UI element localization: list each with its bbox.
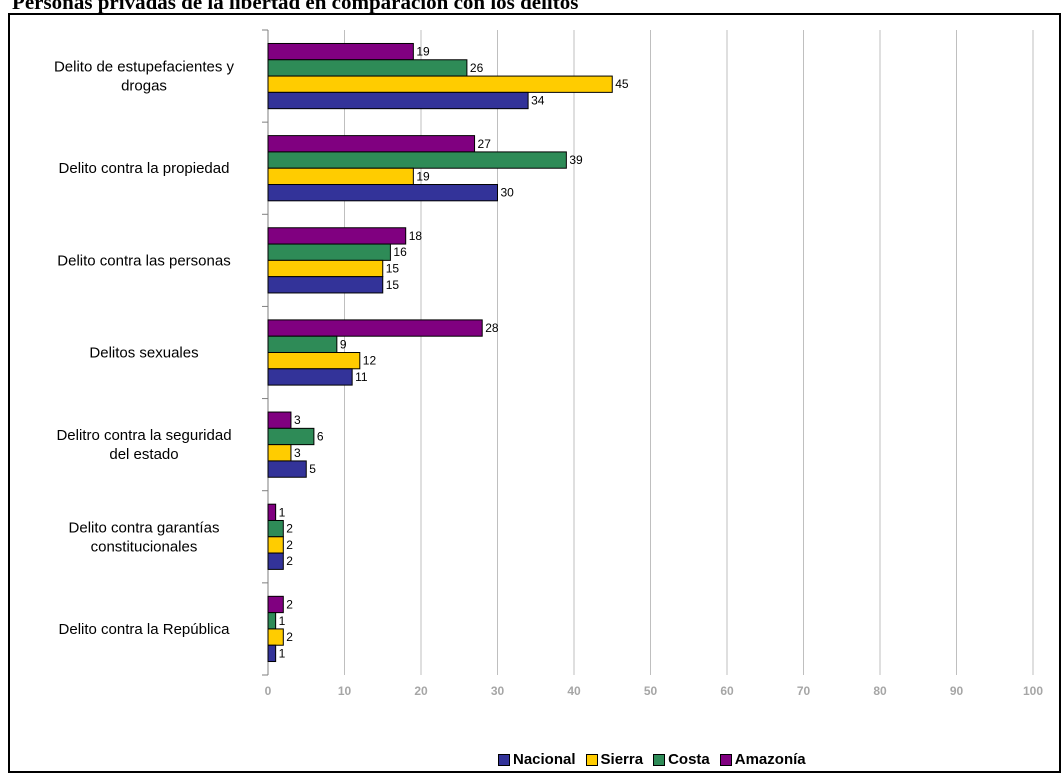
bar-amazona [267,135,476,153]
bar-sierra [267,628,284,646]
legend-item: Costa [653,751,710,768]
chart-frame: 0 10 20 30 40 50 60 70 80 90 100 Delito de estupefa… [8,13,1061,773]
bars [267,42,613,663]
bar-sierra [267,75,613,93]
x-tick-label: 70 [797,684,811,698]
legend: Nacional Sierra Costa Amazonía [498,751,806,768]
bar-nacional [267,368,353,386]
data-label: 28 [485,321,499,335]
bar-sierra [267,352,361,370]
x-tick-label: 60 [720,684,734,698]
x-tick-label: 30 [491,684,505,698]
data-label: 3 [294,413,301,427]
data-label: 5 [309,462,316,476]
category-label: Delitro contra la seguridad del estado [56,427,231,463]
category-label: Delito contra garantías constitucionales [69,519,220,555]
data-label: 19 [416,45,430,59]
x-tick-label: 20 [414,684,428,698]
legend-item: Sierra [585,751,644,768]
x-tick-label: 80 [873,684,887,698]
labels: 0 10 20 30 40 50 60 70 80 90 100 Delito de estupefa… [54,45,1043,698]
data-label: 15 [386,262,400,276]
x-tick-label: 10 [338,684,352,698]
data-label: 1 [279,505,286,519]
x-tick-label: 90 [950,684,964,698]
bar-nacional [267,276,384,294]
bar-amazona [267,42,414,61]
data-label: 12 [363,354,377,368]
bar-amazona [267,227,407,245]
bar-amazona [267,319,483,337]
data-label: 2 [286,630,293,644]
legend-item: Amazonía [719,751,806,768]
data-label: 34 [531,94,545,108]
bar-amazona [267,411,292,429]
category-label: Delito contra la propiedad [59,160,230,177]
category-label: Delito de estupefacientes y drogas [54,59,235,95]
bar-costa [267,612,277,630]
data-label: 11 [355,370,368,384]
legend-label: Amazonía [734,751,806,768]
bar-amazona [267,595,284,614]
x-tick-label: 0 [265,684,272,698]
data-label: 30 [501,186,515,200]
legend-swatch [653,753,666,766]
legend-swatch [498,753,510,766]
legend-swatch [719,753,732,766]
data-label: 15 [386,278,400,292]
data-label: 26 [470,61,484,75]
bar-sierra [267,259,384,278]
bar-costa [267,427,315,446]
bar-costa [267,335,338,354]
category-axis [262,29,269,676]
data-label: 2 [286,538,293,552]
bar-costa [267,151,567,169]
category-label: Delito contra las personas [57,252,230,269]
page-title: Personas privadas de la libertad en comp… [12,0,579,14]
data-label: 1 [279,614,286,628]
bar-nacional [267,91,529,110]
data-label: 2 [286,522,293,536]
data-label: 3 [294,446,301,460]
bar-costa [267,59,468,77]
data-label: 45 [615,77,629,91]
bar-nacional [267,460,307,478]
data-label: 6 [317,429,324,443]
bar-sierra [267,167,414,186]
category-label: Delito contra la República [59,621,231,638]
data-label: 2 [286,554,293,568]
bar-costa [267,519,284,538]
data-label: 16 [393,245,407,259]
legend-item: Nacional [498,751,576,768]
category-label: Delitos sexuales [89,345,198,362]
bar-nacional [267,644,277,663]
x-tick-label: 40 [567,684,581,698]
data-label: 1 [279,646,286,660]
gridlines [267,30,1034,675]
legend-label: Costa [668,751,710,768]
bar-chart: 0 10 20 30 40 50 60 70 80 90 100 Delito de estupefa… [54,29,1043,698]
bar-sierra [267,536,284,554]
data-label: 27 [478,137,492,151]
data-label: 19 [416,169,430,183]
bar-amazona [267,503,277,521]
legend-label: Sierra [600,751,644,768]
bar-sierra [267,444,292,462]
bar-nacional [267,184,498,202]
data-label: 2 [286,597,293,611]
data-label: 9 [340,337,347,351]
data-label: 18 [409,229,423,243]
bar-costa [267,243,391,261]
x-tick-label: 50 [644,684,658,698]
legend-label: Nacional [513,751,576,768]
x-tick-label: 100 [1023,684,1043,698]
legend-swatch [585,753,598,766]
bar-nacional [267,552,284,570]
data-label: 39 [569,153,583,167]
